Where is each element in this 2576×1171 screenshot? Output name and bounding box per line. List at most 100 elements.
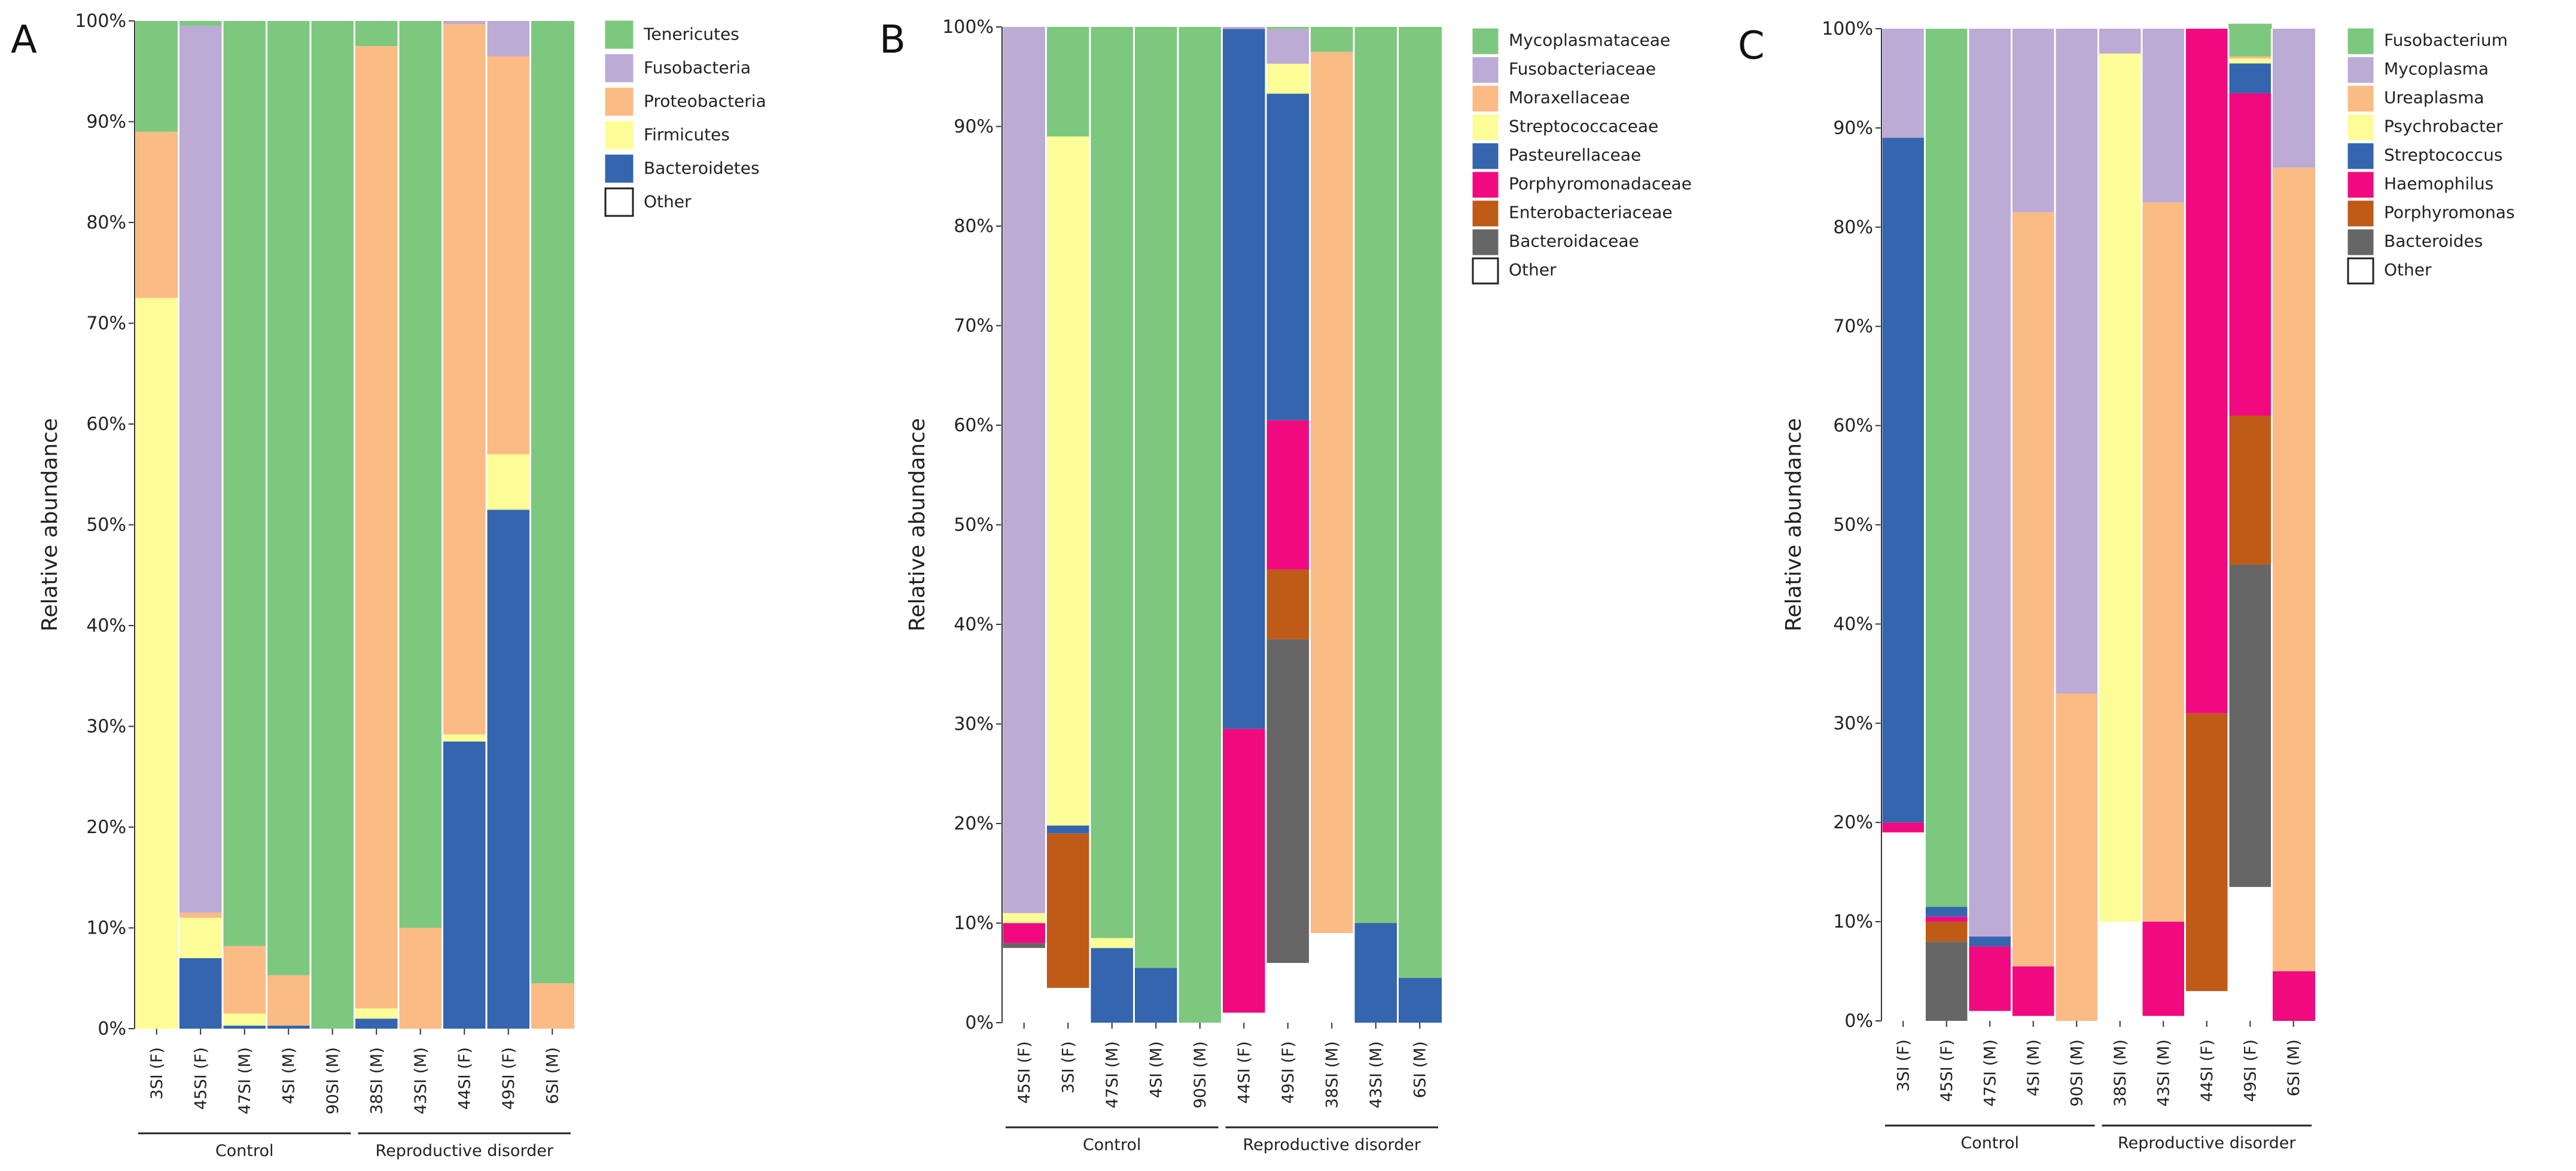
y-tick-label: 40% bbox=[954, 614, 994, 635]
bar-segment-proteobacteria-43si-m bbox=[398, 928, 443, 1029]
chart-panel-c: C Relative abundance 0% 10% 20% 30% 40% 50% 60% 7… bbox=[1717, 0, 2575, 1171]
legend-label-firmicutes: Firmicutes bbox=[644, 124, 730, 144]
bar-segment-bacteroides-49si-f bbox=[2228, 564, 2272, 888]
bar-segment-fusobacterium-49si-f bbox=[2228, 23, 2272, 57]
legend-swatch-other bbox=[604, 187, 634, 217]
y-tick-label: 100% bbox=[942, 17, 994, 38]
bar-segment-proteobacteria-4si-m bbox=[266, 975, 310, 1026]
bar-segment-proteobacteria-45si-f bbox=[178, 913, 223, 918]
legend-swatch-other bbox=[1472, 257, 1499, 285]
bar-segment-moraxellaceae-38si-m bbox=[1310, 51, 1354, 934]
y-tick-label: 0% bbox=[1844, 1011, 1873, 1032]
legend-b: Mycoplasmataceae Fusobacteriaceae Moraxell… bbox=[1472, 28, 1692, 285]
y-tick-label: 60% bbox=[954, 415, 994, 436]
bar-segment-streptococcus-3si-f bbox=[1881, 138, 1925, 823]
legend-swatch-streptococcus bbox=[2347, 143, 2374, 169]
bar-segment-mycoplasmataceae-47si-m bbox=[1090, 27, 1134, 938]
bar-segment-mycoplasma-90si-m bbox=[2055, 29, 2099, 694]
legend-swatch-fusobacteria bbox=[605, 54, 634, 83]
bar-segment-mycoplasmataceae-49si-f bbox=[1266, 27, 1310, 29]
y-tick-label: 50% bbox=[86, 515, 126, 536]
y-axis-c: 0% 10% 20% 30% 40% 50% 60% 70% 80% 90% 100% bbox=[1822, 19, 1881, 1032]
x-tick-label-90si-m: 90SI (M) bbox=[1191, 1041, 1210, 1108]
legend-swatch-tenericutes bbox=[605, 20, 634, 49]
y-tick-label: 80% bbox=[1833, 217, 1873, 238]
y-tick-label: 90% bbox=[86, 112, 126, 133]
legend-label-tenericutes: Tenericutes bbox=[643, 24, 739, 44]
bar-segment-haemophilus-44si-f bbox=[2185, 29, 2228, 713]
legend-label-enterobacteriaceae: Enterobacteriaceae bbox=[1509, 203, 1673, 222]
bar-segment-streptococcaceae-47si-m bbox=[1090, 938, 1134, 949]
y-tick-label: 70% bbox=[954, 316, 994, 337]
bar-segment-mycoplasma-38si-m bbox=[2098, 29, 2142, 54]
x-tick-label-45si-f: 45SI (F) bbox=[1015, 1041, 1034, 1104]
legend-label-other: Other bbox=[2384, 260, 2432, 280]
bar-segment-pasteurellaceae-44si-f bbox=[1222, 29, 1266, 729]
bar-segment-porphyromonas-45si-f bbox=[1925, 922, 1968, 942]
y-tick-label: 10% bbox=[86, 918, 126, 939]
y-tick-label: 0% bbox=[965, 1013, 994, 1033]
y-tick-label: 20% bbox=[1833, 812, 1873, 833]
bar-segment-mycoplasma-43si-m bbox=[2142, 29, 2185, 203]
bar-segment-other-47si-m bbox=[1968, 1011, 2012, 1021]
bar-segment-tenericutes-4si-m bbox=[266, 21, 310, 975]
bar-segment-pasteurellaceae-49si-f bbox=[1266, 93, 1310, 420]
bar-segment-psychrobacter-49si-f bbox=[2228, 58, 2272, 64]
bar-segment-porphyromonas-49si-f bbox=[2228, 416, 2272, 565]
chart-panel-b: B Relative abundance 0% 10% 20% 30% 40% 50% 60% 7… bbox=[858, 0, 1717, 1171]
y-tick-label: 100% bbox=[75, 11, 126, 32]
y-axis-label-b: Relative abundance bbox=[905, 418, 930, 632]
y-axis-a: 0% 10% 20% 30% 40% 50% 60% 70% 80% 90% 100% bbox=[75, 11, 135, 1039]
bar-segment-mycoplasmataceae-3si-f bbox=[1046, 27, 1090, 137]
y-axis-label-c: Relative abundance bbox=[1782, 418, 1806, 632]
x-tick-label-45si-f: 45SI (F) bbox=[191, 1047, 210, 1110]
x-tick-label-4si-m: 4SI (M) bbox=[279, 1047, 298, 1104]
y-tick-label: 90% bbox=[1833, 118, 1873, 139]
legend-label-bacteroidetes: Bacteroidetes bbox=[644, 158, 760, 178]
bar-segment-fusobacteriaceae-44si-f bbox=[1222, 27, 1266, 29]
x-tick-label-44si-f: 44SI (F) bbox=[455, 1047, 474, 1110]
legend-a: Tenericutes Fusobacteria Proteobacteria Fir… bbox=[604, 20, 766, 217]
y-tick-label: 30% bbox=[1833, 713, 1873, 734]
bar-segment-pasteurellaceae-43si-m bbox=[1354, 923, 1398, 1023]
bar-segment-tenericutes-38si-m bbox=[354, 21, 398, 47]
bar-segment-bacteroidetes-45si-f bbox=[178, 958, 223, 1029]
legend-label-other: Other bbox=[1509, 260, 1557, 280]
bar-segment-mycoplasmataceae-6si-m bbox=[1397, 27, 1442, 978]
group-label-control: Control bbox=[215, 1142, 274, 1160]
y-tick-label: 40% bbox=[1833, 614, 1873, 635]
bar-segment-fusobacteria-49si-f bbox=[486, 21, 531, 56]
x-tick-label-90si-m: 90SI (M) bbox=[2068, 1039, 2086, 1106]
x-tick-label-38si-m: 38SI (M) bbox=[367, 1047, 386, 1114]
legend-label-porphyromonas: Porphyromonas bbox=[2384, 203, 2515, 222]
x-tick-label-3si-f: 3SI (F) bbox=[148, 1047, 166, 1099]
bar-segment-ureaplasma-49si-f bbox=[2228, 56, 2272, 59]
x-tick-label-49si-f: 49SI (F) bbox=[1279, 1041, 1298, 1104]
bar-segment-haemophilus-3si-f bbox=[1881, 822, 1925, 832]
y-tick-label: 20% bbox=[954, 813, 994, 834]
bar-segment-ureaplasma-6si-m bbox=[2271, 167, 2315, 972]
bar-segment-bacteroidetes-44si-f bbox=[442, 741, 486, 1029]
bar-segment-porphyromonadaceae-49si-f bbox=[1266, 420, 1310, 570]
x-tick-label-90si-m: 90SI (M) bbox=[324, 1047, 342, 1114]
x-tick-label-4si-m: 4SI (M) bbox=[1147, 1041, 1165, 1098]
x-tick-label-6si-m: 6SI (M) bbox=[2285, 1039, 2303, 1096]
bar-segment-other-49si-f bbox=[2228, 887, 2272, 1021]
bar-segment-other-4si-m bbox=[2011, 1016, 2055, 1021]
bar-segment-porphyromonadaceae-44si-f bbox=[1222, 728, 1266, 1013]
legend-swatch-haemophilus bbox=[2347, 172, 2374, 198]
y-tick-label: 30% bbox=[86, 716, 126, 737]
bar-segment-other-38si-m bbox=[1310, 933, 1354, 1023]
legend-swatch-firmicutes bbox=[605, 121, 634, 150]
bar-segment-mycoplasma-4si-m bbox=[2011, 29, 2055, 212]
bar-segment-other-44si-f bbox=[1222, 1013, 1266, 1023]
x-tick-label-6si-m: 6SI (M) bbox=[543, 1047, 562, 1104]
y-tick-label: 40% bbox=[86, 615, 126, 636]
legend-label-psychrobacter: Psychrobacter bbox=[2384, 117, 2503, 136]
y-axis-b: 0% 10% 20% 30% 40% 50% 60% 70% 80% 90% 100% bbox=[942, 17, 1002, 1033]
y-tick-label: 10% bbox=[1833, 911, 1873, 932]
bar-segment-bacteroidetes-4si-m bbox=[266, 1025, 310, 1029]
legend-label-bacteroides: Bacteroides bbox=[2384, 231, 2483, 251]
x-tick-label-43si-m: 43SI (M) bbox=[2154, 1039, 2173, 1106]
bar-segment-haemophilus-6si-m bbox=[2271, 971, 2315, 1021]
